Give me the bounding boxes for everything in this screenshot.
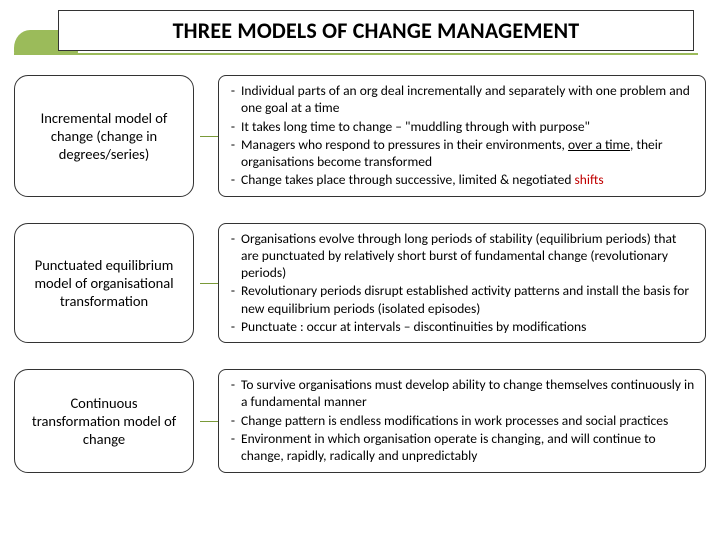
title-box: THREE MODELS OF CHANGE MANAGEMENT (58, 10, 694, 51)
bullet-dash: - (225, 171, 241, 188)
model-row: Continuous transformation model of chang… (14, 369, 706, 472)
model-label: Continuous transformation model of chang… (14, 369, 194, 472)
header-underline (14, 53, 698, 55)
model-row: Punctuated equilibrium model of organisa… (14, 223, 706, 344)
bullet-item: -Change pattern is endless modifications… (225, 412, 695, 429)
bullet-text: Organisations evolve through long period… (241, 230, 695, 282)
bullet-dash: - (225, 230, 241, 282)
model-label: Punctuated equilibrium model of organisa… (14, 223, 194, 344)
bullet-text: To survive organisations must develop ab… (241, 376, 695, 411)
bullet-text: Change takes place through successive, l… (241, 171, 695, 188)
bullet-dash: - (225, 282, 241, 317)
bullet-dash: - (225, 118, 241, 135)
model-points: -Individual parts of an org deal increme… (218, 75, 706, 197)
bullet-dash: - (225, 136, 241, 171)
header: THREE MODELS OF CHANGE MANAGEMENT (14, 10, 706, 51)
bullet-text: Punctuate : occur at intervals – discont… (241, 318, 695, 335)
bullet-dash: - (225, 412, 241, 429)
bullet-text: Individual parts of an org deal incremen… (241, 82, 695, 117)
model-points: -To survive organisations must develop a… (218, 369, 706, 472)
bullet-text: Revolutionary periods disrupt establishe… (241, 282, 695, 317)
bullet-dash: - (225, 318, 241, 335)
bullet-item: -Revolutionary periods disrupt establish… (225, 282, 695, 317)
model-row: Incremental model of change (change in d… (14, 75, 706, 197)
bullet-item: -Managers who respond to pressures in th… (225, 136, 695, 171)
bullet-text: Managers who respond to pressures in the… (241, 136, 695, 171)
bullet-text: Change pattern is endless modifications … (241, 412, 695, 429)
bullet-item: -Change takes place through successive, … (225, 171, 695, 188)
page-title: THREE MODELS OF CHANGE MANAGEMENT (67, 17, 685, 44)
bullet-dash: - (225, 82, 241, 117)
bullet-dash: - (225, 430, 241, 465)
bullet-item: -To survive organisations must develop a… (225, 376, 695, 411)
bullet-text: It takes long time to change – "muddling… (241, 118, 695, 135)
model-points: -Organisations evolve through long perio… (218, 223, 706, 344)
bullet-item: -Punctuate : occur at intervals – discon… (225, 318, 695, 335)
bullet-item: -Individual parts of an org deal increme… (225, 82, 695, 117)
bullet-item: -Organisations evolve through long perio… (225, 230, 695, 282)
bullet-text: Environment in which organisation operat… (241, 430, 695, 465)
bullet-item: -Environment in which organisation opera… (225, 430, 695, 465)
model-label: Incremental model of change (change in d… (14, 75, 194, 197)
bullet-dash: - (225, 376, 241, 411)
bullet-item: -It takes long time to change – "muddlin… (225, 118, 695, 135)
